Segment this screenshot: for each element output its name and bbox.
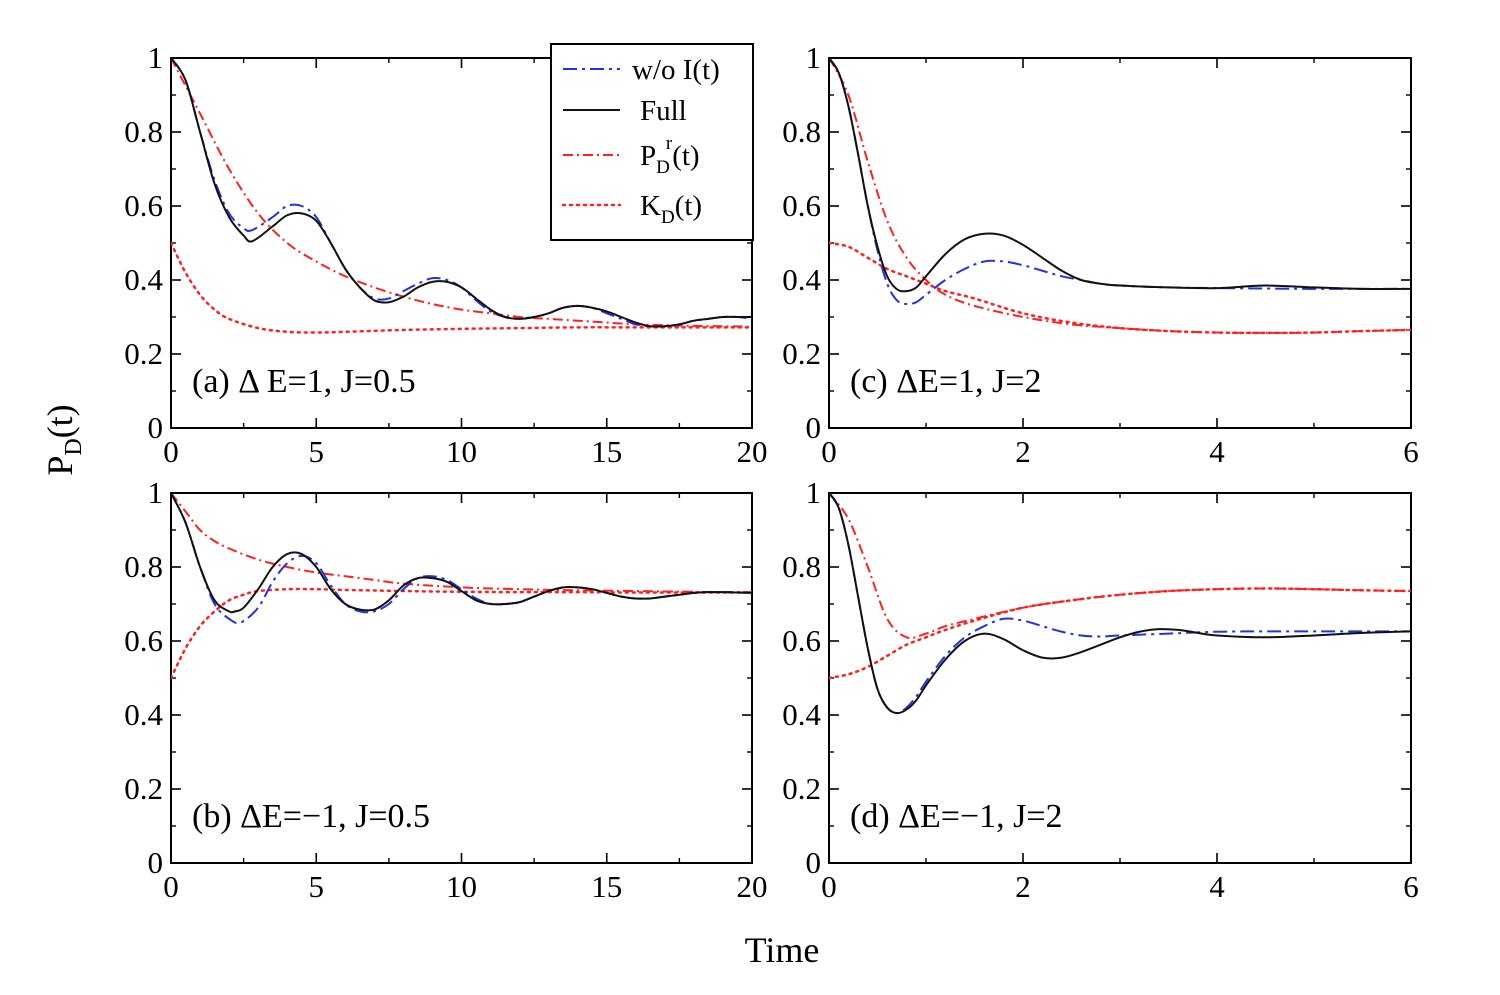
legend-item-full: Full (563, 95, 687, 127)
legend-pdr-sup: r (666, 133, 673, 154)
series-pdr-d (829, 493, 1411, 640)
panel-label-d: (d) ΔE=−1, J=2 (850, 798, 1063, 835)
ytick-label-d-5: 1 (806, 475, 822, 510)
series-pdr-a (171, 58, 752, 328)
series-kd-d (829, 587, 1411, 680)
series-wo-b (171, 493, 752, 625)
legend-label-full: Full (640, 95, 687, 127)
ytick-label-d-3: 0.6 (782, 623, 821, 658)
xtick-label-c-0: 0 (821, 434, 837, 469)
legend-label-wo: w/o I(t) (632, 54, 720, 86)
xtick-label-c-1: 2 (1015, 434, 1031, 469)
x-axis-title: Time (745, 930, 820, 970)
ytick-label-b-1: 0.2 (124, 771, 163, 806)
ytick-label-d-2: 0.4 (782, 697, 821, 732)
ytick-label-c-3: 0.6 (782, 188, 821, 223)
panel-a: 00.20.40.60.810 5 10 15 20(a) Δ E=1, J=0.5 (124, 40, 767, 469)
legend-pdr-suffix: (t) (672, 140, 699, 172)
y-axis-title-suffix: (t) (40, 404, 80, 438)
y-axis-title: PD(t) (40, 404, 87, 475)
xtick-label-d-2: 4 (1209, 869, 1225, 904)
ytick-label-a-0: 0 (148, 410, 164, 445)
panel-label-b: (b) ΔE=−1, J=0.5 (192, 798, 430, 835)
series-pdr-c (829, 58, 1411, 334)
legend-pdr-sub: D (656, 157, 670, 178)
ytick-label-c-4: 0.8 (782, 114, 821, 149)
series-full-c (829, 58, 1411, 293)
xtick-label-b-4: 20 (737, 869, 768, 904)
series-wo-d (829, 493, 1411, 715)
xtick-label-c-2: 4 (1209, 434, 1225, 469)
panel-label-a: (a) Δ E=1, J=0.5 (192, 363, 416, 400)
series-pdr-b (171, 493, 752, 594)
xtick-label-a-4: 20 (737, 434, 768, 469)
legend-item-kd: KD(t) (561, 190, 702, 228)
series-full-b (171, 493, 752, 614)
ytick-label-a-2: 0.4 (124, 262, 163, 297)
ytick-label-a-5: 1 (148, 40, 164, 75)
panel-d: 0 0.2 0.4 0.6 0.8 1 0 2 4 6 (d) ΔE=−1, J=2 (782, 475, 1419, 904)
ytick-label-c-2: 0.4 (782, 262, 821, 297)
ytick-label-c-5: 1 (806, 40, 822, 75)
ytick-label-d-4: 0.8 (782, 549, 821, 584)
ytick-label-a-1: 0.2 (124, 336, 163, 371)
ytick-label-b-3: 0.6 (124, 623, 163, 658)
panels: 00.20.40.60.810 5 10 15 20(a) Δ E=1, J=0.500… (124, 40, 1419, 904)
ytick-label-a-3: 0.6 (124, 188, 163, 223)
ytick-label-d-0: 0 (806, 845, 822, 880)
legend-label-kd: KD(t) (640, 190, 702, 228)
ytick-label-b-0: 0 (148, 845, 164, 880)
series-wo-c (829, 58, 1411, 306)
xtick-label-c-3: 6 (1403, 434, 1419, 469)
xtick-label-b-3: 15 (591, 869, 622, 904)
xtick-label-a-3: 15 (591, 434, 622, 469)
ytick-label-d-1: 0.2 (782, 771, 821, 806)
legend-item-pdr: PDr(t) (563, 133, 700, 178)
xtick-label-a-1: 5 (309, 434, 325, 469)
ytick-label-b-4: 0.8 (124, 549, 163, 584)
xtick-label-d-0: 0 (821, 869, 837, 904)
legend-item-wo: w/o I(t) (563, 54, 720, 86)
series-kd-a (171, 241, 752, 334)
xtick-label-b-2: 10 (446, 869, 477, 904)
series-kd-c (829, 241, 1411, 335)
legend-kd-suffix: (t) (675, 190, 702, 222)
y-axis-title-sub: D (61, 438, 87, 455)
legend-kd-sub: D (661, 207, 675, 228)
legend: w/o I(t) Full PDr(t) KD(t) (550, 43, 754, 241)
xtick-label-d-1: 2 (1015, 869, 1031, 904)
panel-label-c: (c) ΔE=1, J=2 (850, 363, 1041, 400)
xtick-label-a-2: 10 (446, 434, 477, 469)
xtick-label-b-1: 5 (309, 869, 325, 904)
series-full-a (171, 58, 752, 328)
panel-c: 0 0.2 0.4 0.6 0.8 1 0 2 4 6 (c) ΔE=1, J=2 (782, 40, 1419, 469)
legend-box (550, 43, 754, 241)
panel-b: 00.20.40.60.810 5 10 15 20(b) ΔE=−1, J=0.5 (124, 475, 767, 904)
xtick-label-a-0: 0 (163, 434, 179, 469)
ytick-label-b-2: 0.4 (124, 697, 163, 732)
ytick-label-c-1: 0.2 (782, 336, 821, 371)
ytick-label-b-5: 1 (148, 475, 164, 510)
series-kd-b (171, 587, 752, 680)
ytick-label-c-0: 0 (806, 410, 822, 445)
legend-label-pdr: PDr(t) (640, 133, 700, 178)
xtick-label-d-3: 6 (1403, 869, 1419, 904)
xtick-label-b-0: 0 (163, 869, 179, 904)
series-full-d (829, 493, 1411, 715)
ytick-label-a-4: 0.8 (124, 114, 163, 149)
